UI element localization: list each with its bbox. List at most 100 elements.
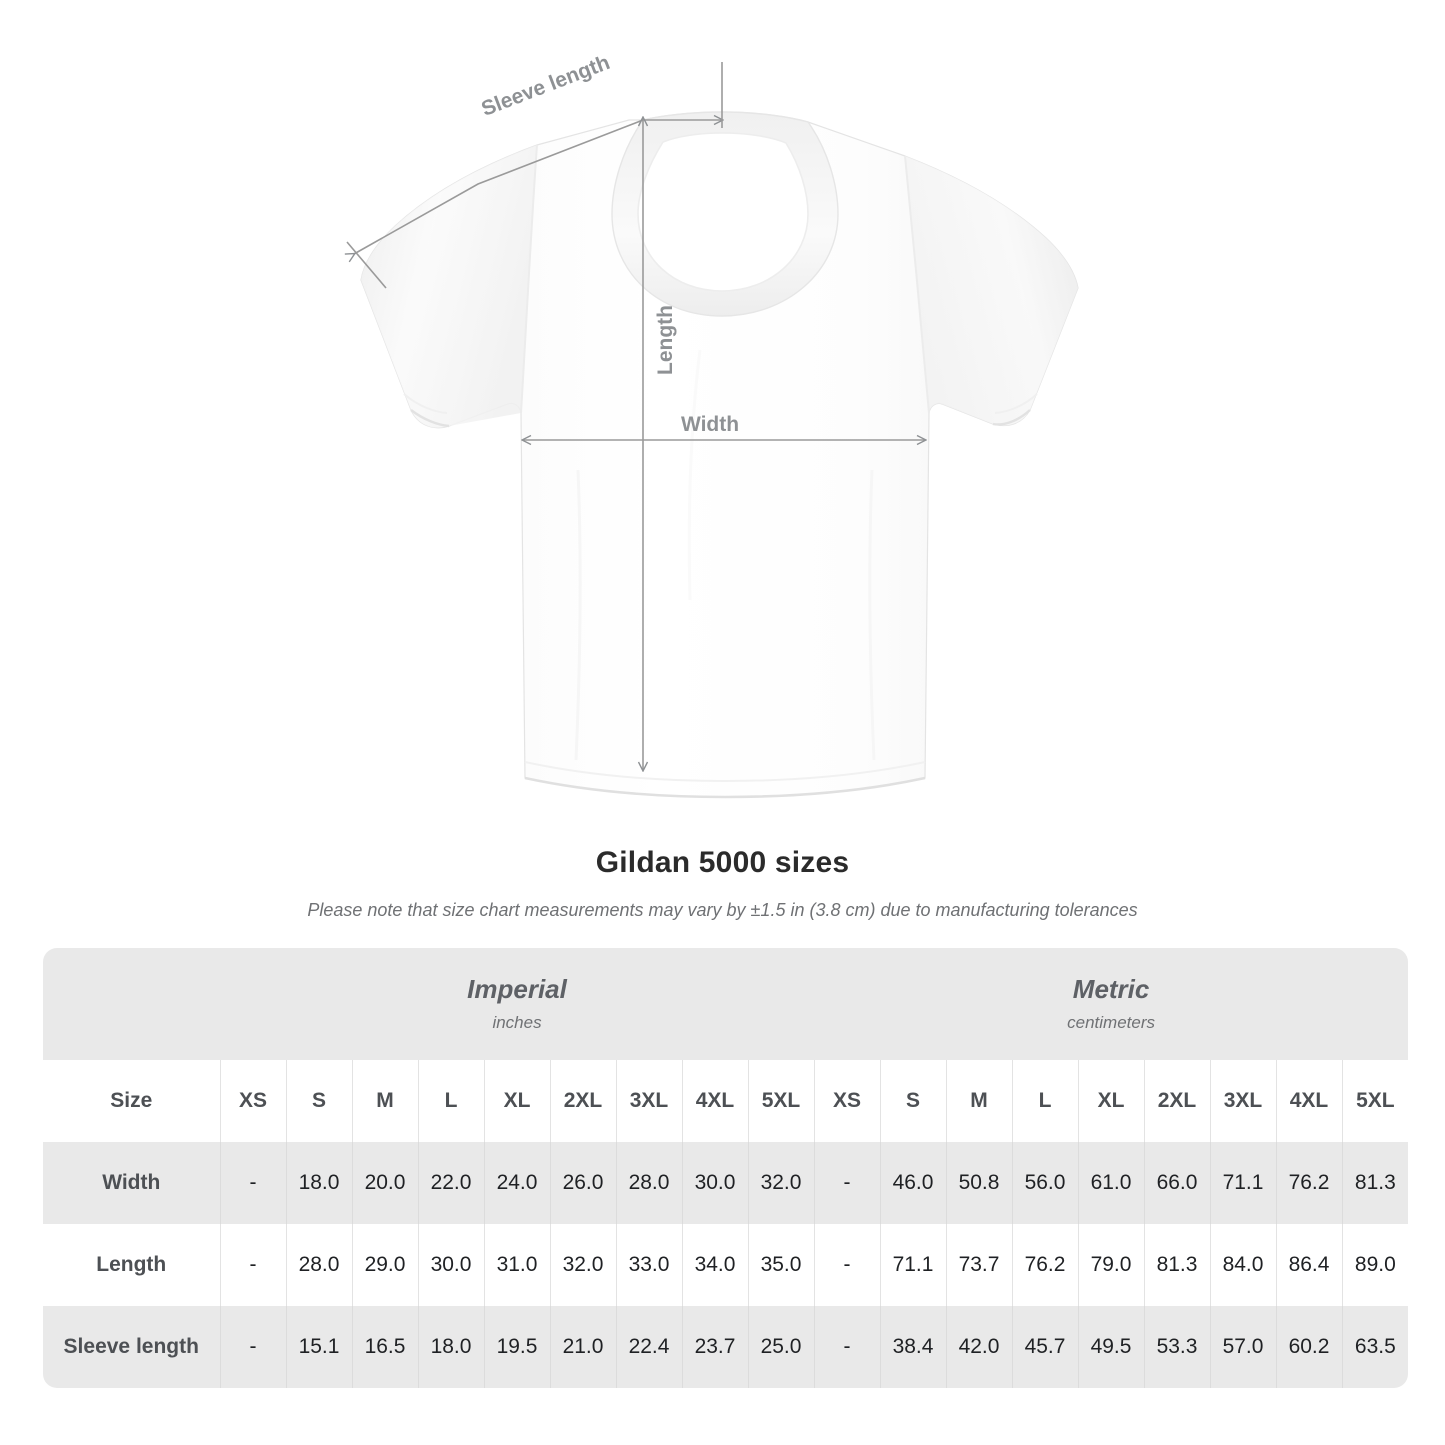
size-header-metric-3xl: 3XL — [1209, 1060, 1277, 1142]
size-header-metric-5xl: 5XL — [1341, 1060, 1409, 1142]
cell-width-metric-m: 50.8 — [945, 1142, 1013, 1224]
unit-sub-imperial: inches — [492, 1012, 542, 1032]
cell-width-metric-3xl: 71.1 — [1209, 1142, 1277, 1224]
unit-group-metric: Metric centimeters — [814, 948, 1409, 1060]
row-label-width: Width — [43, 1142, 220, 1224]
measurement-label-width: Width — [681, 413, 739, 436]
chart-heading: Gildan 5000 sizes Please note that size … — [0, 845, 1445, 922]
cell-width-metric-5xl: 81.3 — [1341, 1142, 1409, 1224]
cell-sleeve-imperial-2xl: 21.0 — [549, 1306, 616, 1388]
cell-length-metric-s: 71.1 — [879, 1224, 947, 1306]
cell-length-metric-xs: - — [813, 1224, 881, 1306]
unit-band-row: Imperial inches Metric centimeters — [43, 948, 1409, 1060]
cell-width-imperial-s: 18.0 — [285, 1142, 352, 1224]
cell-width-imperial-xl: 24.0 — [483, 1142, 550, 1224]
cell-length-metric-2xl: 81.3 — [1143, 1224, 1211, 1306]
cell-width-metric-s: 46.0 — [879, 1142, 947, 1224]
cell-length-imperial-l: 30.0 — [417, 1224, 484, 1306]
cell-length-metric-m: 73.7 — [945, 1224, 1013, 1306]
measurement-label-length: Length — [654, 305, 677, 375]
table-row-sleeve-length: Sleeve length - 15.1 16.5 18.0 19.5 21.0… — [43, 1306, 1409, 1388]
cell-length-metric-3xl: 84.0 — [1209, 1224, 1277, 1306]
cell-sleeve-metric-5xl: 63.5 — [1341, 1306, 1409, 1388]
cell-width-metric-xs: - — [813, 1142, 881, 1224]
size-header-imperial-l: L — [417, 1060, 484, 1142]
tolerance-note: Please note that size chart measurements… — [307, 900, 1138, 920]
size-header-metric-m: M — [945, 1060, 1013, 1142]
cell-length-imperial-m: 29.0 — [351, 1224, 418, 1306]
length-label: Length — [654, 305, 677, 375]
unit-group-imperial: Imperial inches — [220, 948, 815, 1060]
cell-sleeve-imperial-xl: 19.5 — [483, 1306, 550, 1388]
size-header-imperial-4xl: 4XL — [681, 1060, 748, 1142]
tshirt-diagram: Sleeve length Length Width — [0, 51, 1079, 799]
size-header-metric-s: S — [879, 1060, 947, 1142]
measurement-annotations — [0, 62, 925, 770]
size-header-metric-l: L — [1011, 1060, 1079, 1142]
cell-length-metric-l: 76.2 — [1011, 1224, 1079, 1306]
cell-sleeve-metric-xs: - — [813, 1306, 881, 1388]
size-header-metric-xl: XL — [1077, 1060, 1145, 1142]
cell-width-imperial-3xl: 28.0 — [615, 1142, 682, 1224]
cell-sleeve-metric-4xl: 60.2 — [1275, 1306, 1343, 1388]
cell-length-metric-xl: 79.0 — [1077, 1224, 1145, 1306]
size-table: Imperial inches Metric centimeters Size … — [43, 948, 1409, 1388]
cell-length-imperial-xl: 31.0 — [483, 1224, 550, 1306]
cell-sleeve-imperial-m: 16.5 — [351, 1306, 418, 1388]
unit-band-spacer — [43, 948, 220, 1060]
page-title: Gildan 5000 sizes — [595, 846, 850, 879]
table-row-length: Length - 28.0 29.0 30.0 31.0 32.0 33.0 3… — [43, 1224, 1409, 1306]
cell-length-imperial-xs: - — [219, 1224, 286, 1306]
unit-sub-metric: centimeters — [1067, 1012, 1156, 1032]
cell-width-imperial-l: 22.0 — [417, 1142, 484, 1224]
cell-sleeve-imperial-4xl: 23.7 — [681, 1306, 748, 1388]
size-header-imperial-3xl: 3XL — [615, 1060, 682, 1142]
cell-sleeve-metric-2xl: 53.3 — [1143, 1306, 1211, 1388]
cell-length-imperial-5xl: 35.0 — [747, 1224, 815, 1306]
cell-length-metric-4xl: 86.4 — [1275, 1224, 1343, 1306]
size-header-metric-2xl: 2XL — [1143, 1060, 1211, 1142]
size-header-label: Size — [43, 1060, 220, 1142]
size-table-container: Imperial inches Metric centimeters Size … — [43, 948, 1409, 1388]
cell-width-imperial-5xl: 32.0 — [747, 1142, 815, 1224]
size-header-row: Size XS S M L XL 2XL 3XL 4XL 5XL XS S M … — [43, 1060, 1409, 1142]
cell-sleeve-metric-xl: 49.5 — [1077, 1306, 1145, 1388]
unit-name-metric: Metric — [1072, 974, 1150, 1005]
size-header-imperial-xs: XS — [219, 1060, 286, 1142]
cell-sleeve-imperial-s: 15.1 — [285, 1306, 352, 1388]
cell-length-metric-5xl: 89.0 — [1341, 1224, 1409, 1306]
cell-sleeve-metric-3xl: 57.0 — [1209, 1306, 1277, 1388]
row-label-length: Length — [43, 1224, 220, 1306]
size-header-imperial-2xl: 2XL — [549, 1060, 616, 1142]
size-header-imperial-s: S — [285, 1060, 352, 1142]
cell-width-metric-xl: 61.0 — [1077, 1142, 1145, 1224]
cell-width-imperial-m: 20.0 — [351, 1142, 418, 1224]
size-header-imperial-xl: XL — [483, 1060, 550, 1142]
sleeve-length-dimension — [0, 62, 722, 289]
cell-width-imperial-xs: - — [219, 1142, 286, 1224]
cell-length-imperial-3xl: 33.0 — [615, 1224, 682, 1306]
cell-length-imperial-s: 28.0 — [285, 1224, 352, 1306]
row-label-sleeve-length: Sleeve length — [43, 1306, 220, 1388]
sleeve-length-label: Sleeve length — [478, 51, 613, 121]
cell-length-imperial-2xl: 32.0 — [549, 1224, 616, 1306]
cell-sleeve-metric-l: 45.7 — [1011, 1306, 1079, 1388]
cell-width-imperial-4xl: 30.0 — [681, 1142, 748, 1224]
table-row-width: Width - 18.0 20.0 22.0 24.0 26.0 28.0 30… — [43, 1142, 1409, 1224]
cell-width-metric-4xl: 76.2 — [1275, 1142, 1343, 1224]
cell-sleeve-imperial-l: 18.0 — [417, 1306, 484, 1388]
size-header-imperial-m: M — [351, 1060, 418, 1142]
cell-sleeve-imperial-3xl: 22.4 — [615, 1306, 682, 1388]
measurement-label-sleeve: Sleeve length — [478, 51, 613, 121]
size-header-metric-xs: XS — [813, 1060, 881, 1142]
width-label: Width — [681, 413, 739, 436]
cell-sleeve-metric-s: 38.4 — [879, 1306, 947, 1388]
unit-name-imperial: Imperial — [467, 974, 567, 1005]
tshirt-shape — [360, 111, 1079, 799]
cell-sleeve-imperial-5xl: 25.0 — [747, 1306, 815, 1388]
cell-width-metric-l: 56.0 — [1011, 1142, 1079, 1224]
cell-width-metric-2xl: 66.0 — [1143, 1142, 1211, 1224]
cell-length-imperial-4xl: 34.0 — [681, 1224, 748, 1306]
cell-sleeve-metric-m: 42.0 — [945, 1306, 1013, 1388]
